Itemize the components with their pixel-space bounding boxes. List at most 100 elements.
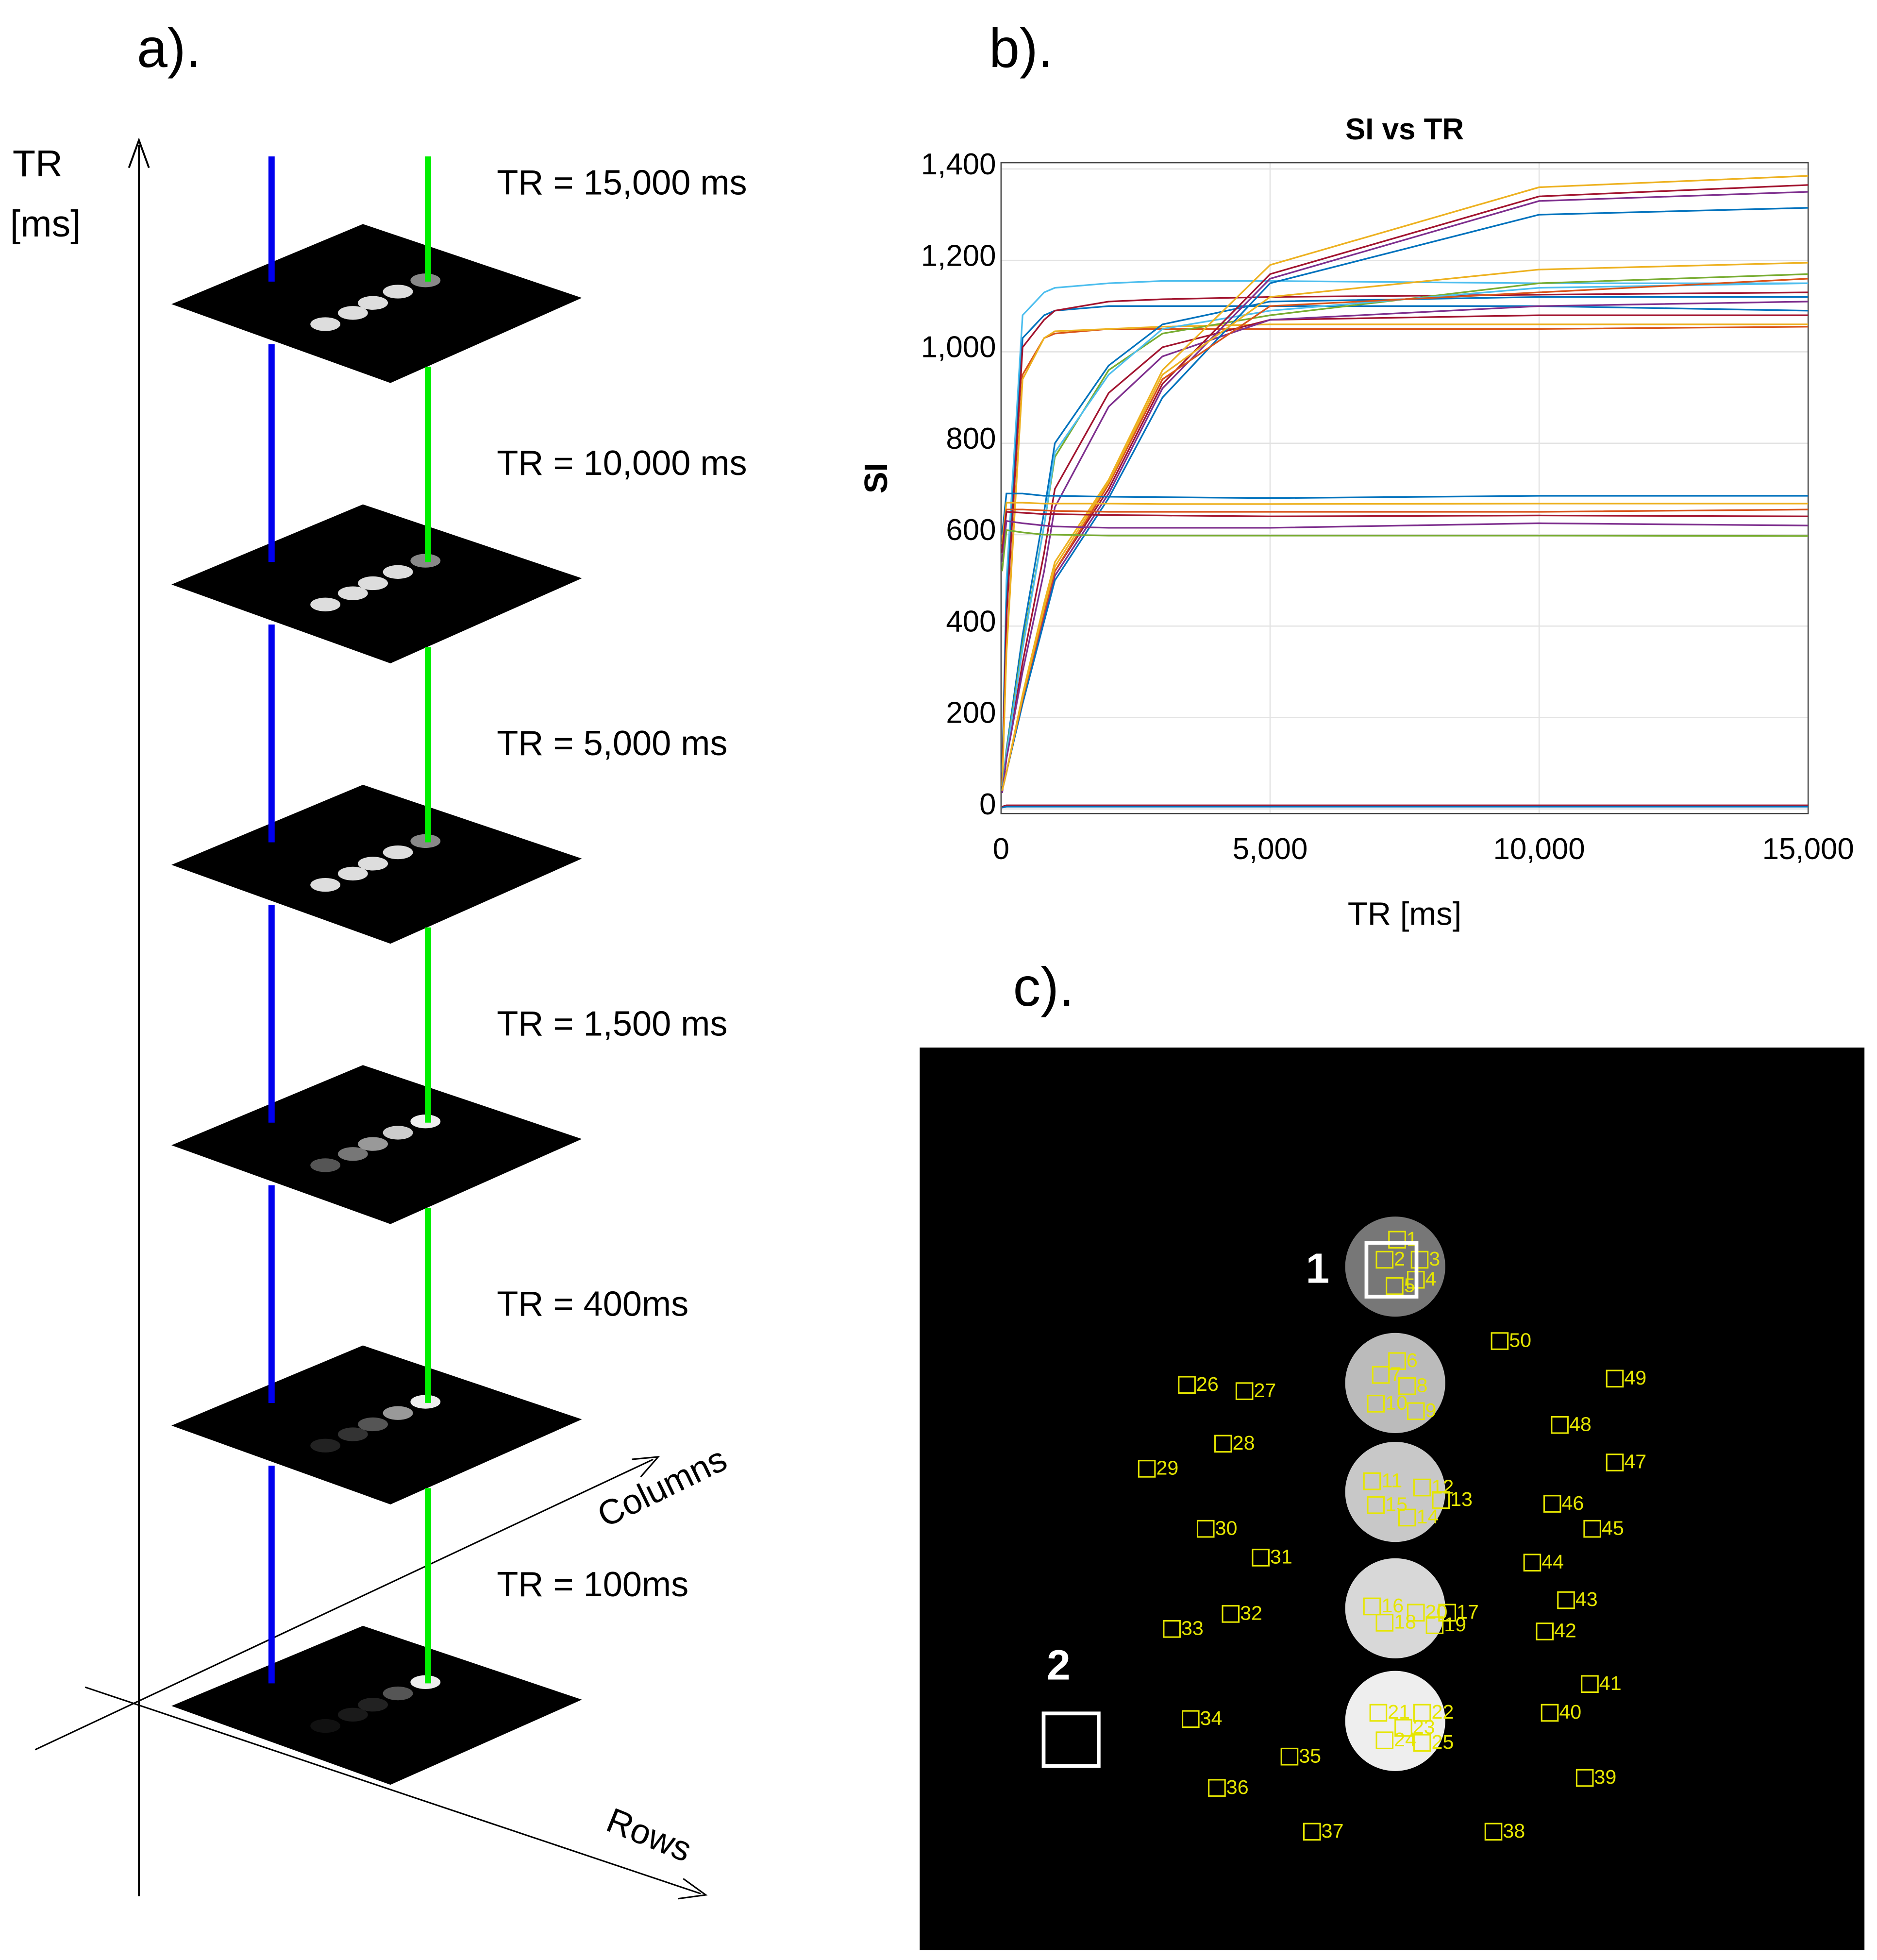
phantom-vial bbox=[310, 1158, 341, 1172]
phantom-vial bbox=[358, 576, 388, 591]
roi-label: 16 bbox=[1381, 1594, 1404, 1617]
phantom-vial bbox=[337, 1427, 368, 1441]
roi-label: 26 bbox=[1196, 1373, 1219, 1395]
roi-box bbox=[1363, 1472, 1381, 1490]
phantom-vial bbox=[358, 1698, 388, 1712]
chart-title: SI vs TR bbox=[1345, 113, 1464, 146]
roi-label: 31 bbox=[1270, 1546, 1292, 1568]
series-line bbox=[1001, 291, 1809, 782]
series-line bbox=[1001, 529, 1809, 572]
panel-label: c). bbox=[1013, 956, 1074, 1018]
phantom-vial bbox=[383, 1126, 413, 1140]
phantom-vial bbox=[358, 1137, 388, 1151]
roi-label: 17 bbox=[1457, 1601, 1479, 1623]
roi-box bbox=[1575, 1769, 1594, 1787]
tr-label: TR = 5,000 ms bbox=[497, 724, 727, 763]
roi-box bbox=[1388, 1231, 1406, 1249]
series-line bbox=[1001, 492, 1809, 535]
roi-label: 40 bbox=[1559, 1701, 1581, 1723]
roi-label: 10 bbox=[1385, 1392, 1408, 1414]
roi-box bbox=[1363, 1597, 1381, 1616]
panel-label: a). bbox=[137, 17, 201, 79]
roi-box bbox=[1196, 1520, 1215, 1538]
phantom-vial bbox=[358, 1417, 388, 1432]
y-tick-label: 400 bbox=[946, 605, 996, 638]
roi-label: 39 bbox=[1594, 1766, 1616, 1788]
roi-box bbox=[1214, 1435, 1232, 1453]
y-tick-label: 800 bbox=[946, 422, 996, 456]
series-line bbox=[1001, 314, 1809, 794]
series-line bbox=[1002, 806, 1809, 809]
roi-box bbox=[1425, 1616, 1444, 1634]
roi-box bbox=[1583, 1520, 1601, 1538]
series-line bbox=[1001, 508, 1809, 549]
roi-label: 46 bbox=[1561, 1492, 1584, 1514]
tr-label: TR = 10,000 ms bbox=[497, 444, 747, 483]
roi-label: 47 bbox=[1624, 1451, 1646, 1473]
phantom-vial bbox=[337, 306, 368, 320]
axis-label: TR bbox=[13, 143, 63, 185]
tr-label: TR = 400ms bbox=[497, 1285, 688, 1324]
series-line bbox=[1001, 323, 1809, 786]
roi-label: 48 bbox=[1569, 1413, 1592, 1435]
axis-line bbox=[84, 1686, 701, 1894]
y-tick-label: 0 bbox=[979, 788, 996, 821]
roi-box bbox=[1551, 1416, 1569, 1434]
tr-label: TR = 100ms bbox=[497, 1565, 688, 1604]
roi-label: 4 bbox=[1425, 1267, 1437, 1290]
roi-label: 25 bbox=[1431, 1731, 1454, 1753]
roi-box bbox=[1367, 1496, 1385, 1514]
roi-label: 13 bbox=[1450, 1488, 1473, 1510]
tr-label: TR = 1,500 ms bbox=[497, 1004, 727, 1043]
axis-line bbox=[34, 1458, 654, 1751]
roi-box bbox=[1413, 1704, 1431, 1722]
roi-box bbox=[1557, 1591, 1575, 1609]
roi-label: 11 bbox=[1381, 1469, 1402, 1491]
roi-label: 29 bbox=[1156, 1457, 1178, 1479]
phantom-vial bbox=[383, 1406, 413, 1420]
region-label: 2 bbox=[1047, 1641, 1071, 1689]
arrow-head bbox=[678, 1878, 708, 1900]
roi-label: 8 bbox=[1417, 1374, 1428, 1397]
roi-box bbox=[1388, 1352, 1406, 1370]
y-tick-label: 1,200 bbox=[921, 239, 996, 272]
series-line bbox=[1001, 511, 1809, 553]
roi-box bbox=[1369, 1704, 1388, 1722]
phantom-vial bbox=[310, 878, 341, 892]
roi-box bbox=[1280, 1747, 1299, 1766]
roi-label: 37 bbox=[1322, 1820, 1344, 1842]
roi-box bbox=[1138, 1460, 1156, 1478]
roi-box bbox=[1413, 1478, 1431, 1497]
roi-label: 38 bbox=[1503, 1820, 1525, 1842]
roi-box bbox=[1407, 1402, 1425, 1420]
arrow-head bbox=[128, 137, 150, 169]
phantom-vial bbox=[1345, 1442, 1445, 1542]
roi-label: 45 bbox=[1602, 1517, 1624, 1539]
roi-label: 9 bbox=[1425, 1399, 1437, 1421]
roi-box bbox=[1252, 1549, 1270, 1567]
roi-box bbox=[1523, 1554, 1542, 1572]
y-tick-label: 1,400 bbox=[921, 148, 996, 181]
series-line bbox=[1001, 301, 1809, 794]
roi-label: 30 bbox=[1215, 1517, 1238, 1539]
roi-label: 44 bbox=[1542, 1551, 1564, 1573]
region-box bbox=[1364, 1241, 1419, 1299]
plot-frame bbox=[1000, 162, 1809, 814]
panel-b: SI vs TR TR [ms] SI 0 200 400 600 800 1,000 1,200… bbox=[858, 113, 1854, 932]
tr-label: TR = 15,000 ms bbox=[497, 163, 747, 202]
roi-label: 33 bbox=[1181, 1617, 1204, 1639]
phantom-vial bbox=[310, 1719, 341, 1733]
roi-label: 24 bbox=[1394, 1728, 1416, 1751]
roi-box bbox=[1413, 1734, 1431, 1752]
y-axis-label: SI bbox=[858, 463, 894, 493]
roi-box bbox=[1484, 1823, 1503, 1841]
roi-label: 27 bbox=[1254, 1379, 1276, 1402]
phantom-vial bbox=[1345, 1333, 1445, 1433]
roi-box bbox=[1606, 1369, 1624, 1388]
roi-box bbox=[1303, 1823, 1321, 1841]
roi-label: 35 bbox=[1299, 1744, 1321, 1767]
roi-box bbox=[1222, 1605, 1240, 1623]
